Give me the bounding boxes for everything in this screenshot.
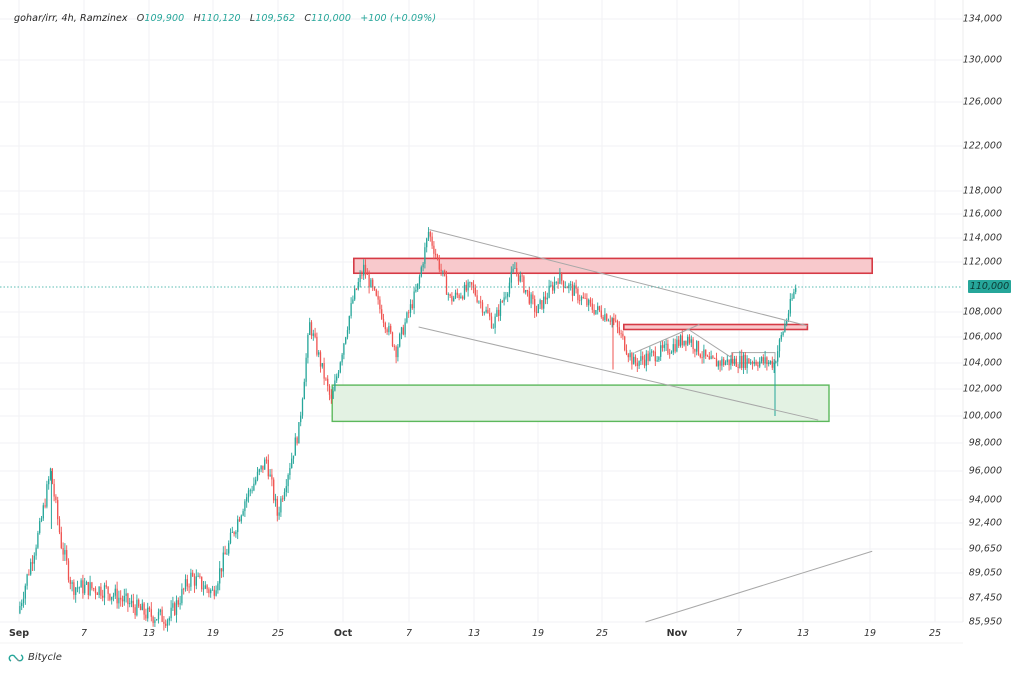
price-tick-label: 116,000 bbox=[962, 208, 1002, 220]
time-tick-label: Nov bbox=[666, 628, 688, 639]
lower-channel-line[interactable] bbox=[418, 326, 819, 421]
symbol-legend: gohar/irr, 4h, Ramzinex O109,900 H110,12… bbox=[14, 13, 436, 24]
price-tick-label: 85,950 bbox=[968, 616, 1002, 628]
time-tick-label: 25 bbox=[595, 628, 609, 639]
price-tick-label: 108,000 bbox=[962, 306, 1002, 318]
falling-line[interactable] bbox=[688, 329, 733, 359]
candlestick-series bbox=[19, 227, 797, 632]
close-value: 110,000 bbox=[311, 13, 352, 24]
current-price-badge: 110,000 bbox=[968, 280, 1011, 293]
minor-resistance-zone[interactable] bbox=[622, 323, 809, 331]
close-label: C bbox=[304, 13, 312, 24]
time-tick-label: Sep bbox=[8, 628, 30, 639]
long-term-uptrend-line[interactable] bbox=[645, 550, 873, 623]
price-tick-label: 90,650 bbox=[968, 543, 1002, 555]
time-tick-label: 7 bbox=[405, 628, 413, 639]
time-tick-label: 19 bbox=[863, 628, 877, 639]
support-zone[interactable] bbox=[331, 384, 830, 423]
time-tick-label: 7 bbox=[80, 628, 88, 639]
time-tick-label: 19 bbox=[206, 628, 220, 639]
time-tick-label: 25 bbox=[271, 628, 285, 639]
price-tick-label: 112,000 bbox=[962, 256, 1002, 268]
price-tick-label: 104,000 bbox=[962, 357, 1002, 369]
price-tick-label: 87,450 bbox=[968, 592, 1002, 604]
time-tick-label: Oct bbox=[333, 628, 353, 639]
price-tick-label: 126,000 bbox=[962, 96, 1002, 108]
price-tick-label: 102,000 bbox=[962, 383, 1002, 395]
open-label: O bbox=[136, 13, 145, 24]
time-tick-label: 13 bbox=[142, 628, 156, 639]
price-tick-label: 92,400 bbox=[968, 517, 1002, 529]
time-tick-label: 25 bbox=[928, 628, 942, 639]
price-tick-label: 130,000 bbox=[962, 54, 1002, 66]
low-value: 109,562 bbox=[255, 13, 296, 24]
branding: Bitycle bbox=[8, 652, 62, 663]
price-tick-label: 98,000 bbox=[968, 437, 1002, 449]
time-tick-label: 7 bbox=[735, 628, 743, 639]
upper-channel-line[interactable] bbox=[429, 229, 808, 327]
resistance-zone[interactable] bbox=[352, 257, 874, 275]
price-tick-label: 118,000 bbox=[962, 185, 1002, 197]
bitycle-logo-icon bbox=[8, 653, 24, 663]
high-value: 110,120 bbox=[200, 13, 241, 24]
price-tick-label: 94,000 bbox=[968, 494, 1002, 506]
time-tick-label: 13 bbox=[467, 628, 481, 639]
open-value: 109,900 bbox=[144, 13, 185, 24]
high-label: H bbox=[193, 13, 201, 24]
time-tick-label: 19 bbox=[531, 628, 545, 639]
time-tick-label: 13 bbox=[796, 628, 810, 639]
price-tick-label: 106,000 bbox=[962, 331, 1002, 343]
chart-grid bbox=[0, 0, 963, 623]
consolidation-range[interactable] bbox=[731, 352, 776, 364]
price-tick-label: 100,000 bbox=[962, 410, 1002, 422]
symbol-title: gohar/irr, 4h, Ramzinex bbox=[14, 13, 128, 24]
rising-wedge-line[interactable] bbox=[634, 324, 700, 354]
change-value: +100 (+0.09%) bbox=[360, 13, 437, 24]
brand-name: Bitycle bbox=[28, 652, 62, 663]
price-tick-label: 89,050 bbox=[968, 567, 1002, 579]
chart-zones bbox=[331, 257, 874, 423]
price-tick-label: 134,000 bbox=[962, 13, 1002, 25]
drawing-lines bbox=[0, 229, 963, 623]
price-tick-label: 96,000 bbox=[968, 465, 1002, 477]
low-label: L bbox=[249, 13, 256, 24]
price-tick-label: 114,000 bbox=[962, 232, 1002, 244]
price-tick-label: 122,000 bbox=[962, 140, 1002, 152]
